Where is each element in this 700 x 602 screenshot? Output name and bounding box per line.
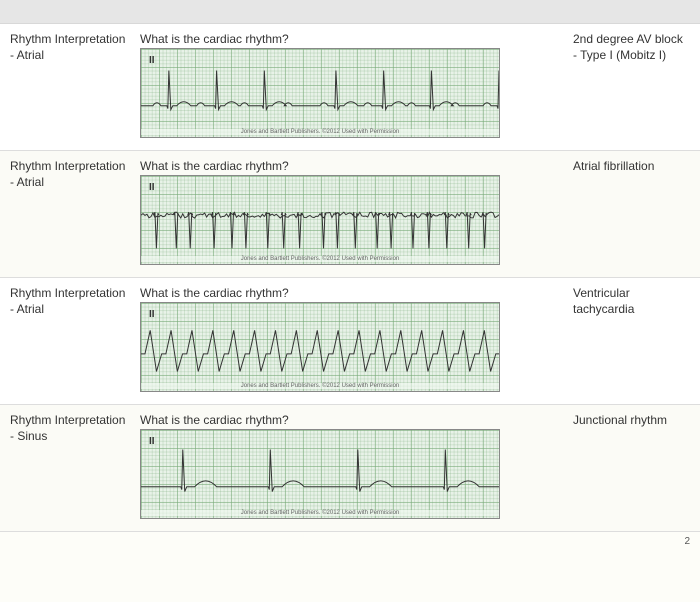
answer-label: Junctional rhythm [565,413,690,519]
question-column: What is the cardiac rhythm? IIJones and B… [140,159,565,265]
flashcard-row: Rhythm Interpretation - SinusWhat is the… [0,405,700,532]
flashcard-rows: Rhythm Interpretation - AtrialWhat is th… [0,24,700,532]
flashcard-row: Rhythm Interpretation - AtrialWhat is th… [0,278,700,405]
category-label: Rhythm Interpretation - Sinus [10,413,140,519]
copyright-text: Jones and Bartlett Publishers. ©2012 Use… [141,510,499,516]
answer-label: Atrial fibrillation [565,159,690,265]
page-number: 2 [0,532,700,553]
answer-label: 2nd degree AV block - Type I (Mobitz I) [565,32,690,138]
ecg-strip: IIJones and Bartlett Publishers. ©2012 U… [140,175,500,265]
ecg-trace [141,303,499,391]
question-text: What is the cardiac rhythm? [140,32,565,46]
question-column: What is the cardiac rhythm? IIJones and B… [140,413,565,519]
question-text: What is the cardiac rhythm? [140,159,565,173]
ecg-strip: IIJones and Bartlett Publishers. ©2012 U… [140,429,500,519]
ecg-trace [141,176,499,264]
category-label: Rhythm Interpretation - Atrial [10,286,140,392]
copyright-text: Jones and Bartlett Publishers. ©2012 Use… [141,129,499,135]
question-column: What is the cardiac rhythm? IIJones and B… [140,32,565,138]
flashcard-row: Rhythm Interpretation - AtrialWhat is th… [0,24,700,151]
copyright-text: Jones and Bartlett Publishers. ©2012 Use… [141,256,499,262]
question-column: What is the cardiac rhythm? IIJones and B… [140,286,565,392]
ecg-strip: IIJones and Bartlett Publishers. ©2012 U… [140,302,500,392]
ecg-trace [141,49,499,137]
answer-label: Ventricular tachycardia [565,286,690,392]
category-label: Rhythm Interpretation - Atrial [10,32,140,138]
ecg-trace [141,430,499,518]
question-text: What is the cardiac rhythm? [140,413,565,427]
copyright-text: Jones and Bartlett Publishers. ©2012 Use… [141,383,499,389]
ecg-strip: IIJones and Bartlett Publishers. ©2012 U… [140,48,500,138]
flashcard-row: Rhythm Interpretation - AtrialWhat is th… [0,151,700,278]
top-bar [0,0,700,24]
category-label: Rhythm Interpretation - Atrial [10,159,140,265]
question-text: What is the cardiac rhythm? [140,286,565,300]
